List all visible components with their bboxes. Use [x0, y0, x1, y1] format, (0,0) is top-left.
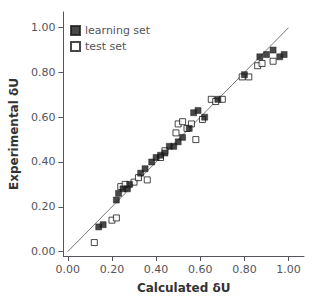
svg-text:0.40: 0.40: [31, 155, 56, 168]
svg-text:0.20: 0.20: [100, 263, 125, 276]
svg-text:0.80: 0.80: [31, 66, 56, 79]
svg-text:1.00: 1.00: [31, 21, 56, 34]
svg-text:test set: test set: [85, 40, 127, 53]
svg-text:0.00: 0.00: [31, 245, 56, 258]
svg-text:0.60: 0.60: [188, 263, 213, 276]
svg-text:0.80: 0.80: [232, 263, 257, 276]
svg-text:0.00: 0.00: [56, 263, 81, 276]
svg-text:0.40: 0.40: [144, 263, 169, 276]
svg-text:Calculated δU: Calculated δU: [137, 281, 231, 295]
svg-text:1.00: 1.00: [276, 263, 301, 276]
svg-text:learning set: learning set: [85, 24, 151, 37]
svg-text:0.20: 0.20: [31, 200, 56, 213]
svg-text:Experimental δU: Experimental δU: [7, 78, 21, 190]
svg-text:0.60: 0.60: [31, 111, 56, 124]
